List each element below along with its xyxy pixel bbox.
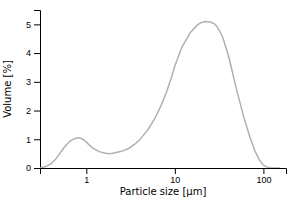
y-tick-mark bbox=[34, 139, 40, 140]
y-tick-label: 2 bbox=[26, 106, 31, 116]
y-tick-mark bbox=[34, 82, 40, 83]
plot-area bbox=[40, 21, 280, 168]
y-tick-label: 1 bbox=[26, 135, 31, 145]
y-tick-mark bbox=[34, 111, 40, 112]
x-axis-line bbox=[41, 169, 287, 175]
y-tick-label: 5 bbox=[26, 20, 31, 30]
y-tick: 4 bbox=[26, 48, 40, 58]
x-tick-label: 10 bbox=[170, 175, 180, 185]
x-tick-mark bbox=[86, 168, 87, 174]
y-tick-mark bbox=[34, 24, 40, 25]
y-tick: 3 bbox=[26, 77, 40, 87]
x-tick: 10 bbox=[170, 168, 180, 185]
x-axis-title: Particle size [μm] bbox=[120, 186, 207, 197]
y-axis: 0 1 2 3 4 5 bbox=[26, 11, 41, 174]
chart: 1 10 100 0 1 2 3 4 5 Particle size [μm] Volume [%] bbox=[0, 0, 300, 200]
y-tick-label: 3 bbox=[26, 77, 31, 87]
y-tick-mark bbox=[34, 53, 40, 54]
y-tick: 1 bbox=[26, 135, 40, 145]
x-axis: 1 10 100 bbox=[41, 168, 287, 185]
y-tick: 0 bbox=[26, 163, 40, 173]
y-axis-title: Volume [%] bbox=[2, 60, 13, 118]
data-line bbox=[40, 21, 280, 168]
y-tick: 5 bbox=[26, 20, 40, 30]
y-tick-label: 4 bbox=[26, 48, 31, 58]
y-tick-label: 0 bbox=[26, 163, 31, 173]
y-tick-mark bbox=[34, 168, 40, 169]
x-tick-label: 1 bbox=[84, 175, 89, 185]
x-tick-label: 100 bbox=[256, 175, 271, 185]
x-tick: 100 bbox=[256, 168, 271, 185]
x-tick-mark bbox=[175, 168, 176, 174]
y-tick: 2 bbox=[26, 106, 40, 116]
x-tick-mark bbox=[263, 168, 264, 174]
x-tick: 1 bbox=[84, 168, 89, 185]
y-axis-line bbox=[34, 11, 41, 169]
